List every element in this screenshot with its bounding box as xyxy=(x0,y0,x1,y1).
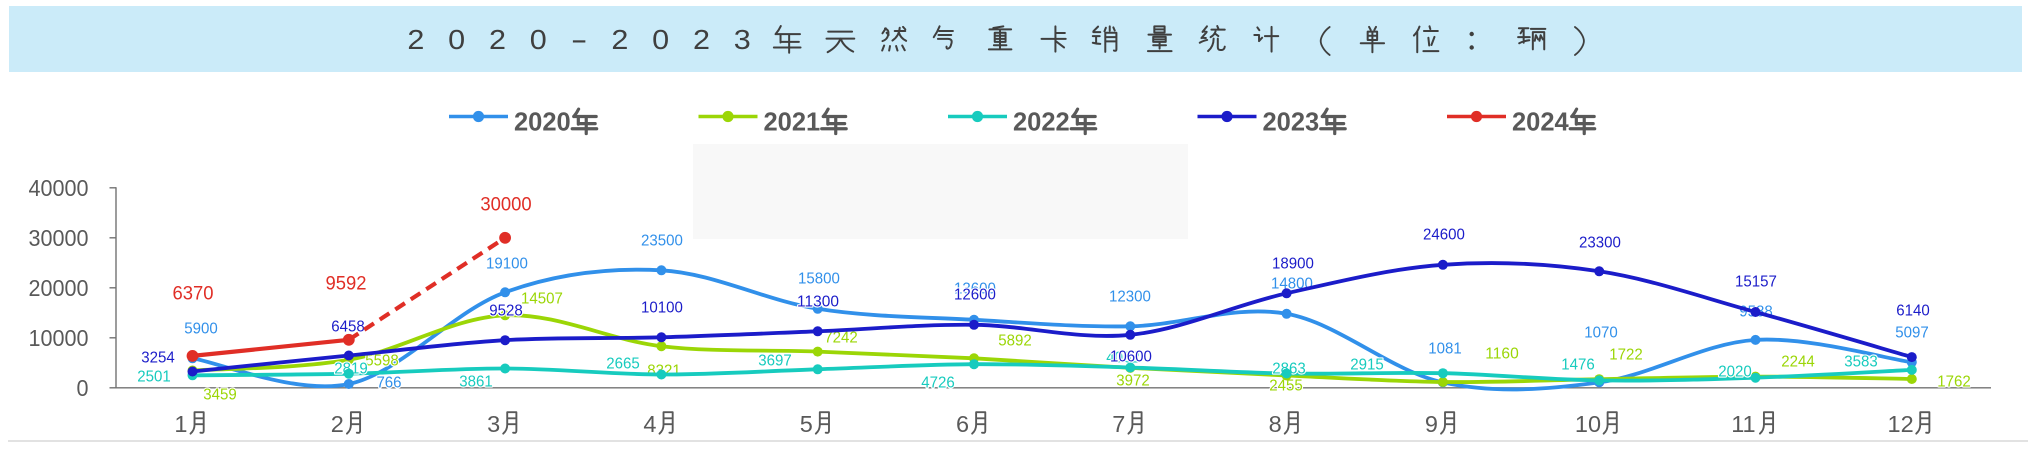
svg-text:12600: 12600 xyxy=(954,286,996,303)
svg-text:6458: 6458 xyxy=(331,318,365,335)
svg-text:4062: 4062 xyxy=(1106,349,1140,366)
svg-text:0: 0 xyxy=(448,24,465,55)
svg-text:5598: 5598 xyxy=(365,352,399,369)
svg-text:11300: 11300 xyxy=(797,293,839,310)
svg-text:4: 4 xyxy=(643,411,656,437)
svg-text:10600: 10600 xyxy=(1110,348,1152,365)
svg-text:5: 5 xyxy=(800,411,813,437)
svg-text:1160: 1160 xyxy=(1485,345,1519,362)
svg-text:10100: 10100 xyxy=(641,299,683,316)
svg-text:1: 1 xyxy=(174,411,187,437)
svg-text:2819: 2819 xyxy=(334,360,368,377)
svg-text:2020: 2020 xyxy=(514,109,571,137)
svg-text:5097: 5097 xyxy=(1895,324,1929,341)
svg-text:2863: 2863 xyxy=(1272,360,1306,377)
svg-text:6370: 6370 xyxy=(173,284,214,305)
svg-text:8: 8 xyxy=(1269,411,1282,437)
svg-text:3972: 3972 xyxy=(1116,372,1150,389)
svg-text:10000: 10000 xyxy=(29,325,89,351)
svg-text:2665: 2665 xyxy=(606,355,640,372)
svg-text:3861: 3861 xyxy=(459,373,493,390)
svg-text:0: 0 xyxy=(77,375,89,401)
svg-text:2024: 2024 xyxy=(1512,109,1570,137)
svg-text:2455: 2455 xyxy=(1269,377,1303,394)
svg-text:3459: 3459 xyxy=(203,386,237,403)
svg-text:3: 3 xyxy=(487,411,500,437)
svg-text:18900: 18900 xyxy=(1272,255,1314,272)
svg-text:15157: 15157 xyxy=(1735,273,1777,290)
svg-text:7: 7 xyxy=(1112,411,1125,437)
svg-text:2915: 2915 xyxy=(1350,356,1384,373)
svg-text:2021: 2021 xyxy=(764,109,821,137)
svg-text:3: 3 xyxy=(734,24,751,55)
svg-text:1762: 1762 xyxy=(1937,373,1971,390)
svg-text:2022: 2022 xyxy=(1013,109,1070,137)
svg-text:766: 766 xyxy=(376,374,401,391)
svg-text:2023: 2023 xyxy=(1263,109,1320,137)
svg-text:2501: 2501 xyxy=(137,368,171,385)
svg-text:6: 6 xyxy=(956,411,969,437)
svg-text:19100: 19100 xyxy=(486,255,528,272)
svg-text:2: 2 xyxy=(693,24,710,55)
svg-text:2020: 2020 xyxy=(1718,363,1752,380)
svg-text:0: 0 xyxy=(530,24,547,55)
svg-text:1722: 1722 xyxy=(1609,346,1643,363)
svg-text:12300: 12300 xyxy=(1109,288,1151,305)
svg-text:-: - xyxy=(571,24,588,55)
svg-text:1081: 1081 xyxy=(1428,340,1462,357)
svg-text:23500: 23500 xyxy=(641,232,683,249)
svg-text:2: 2 xyxy=(407,24,424,55)
svg-text:3583: 3583 xyxy=(1844,353,1878,370)
svg-text:6140: 6140 xyxy=(1896,302,1930,319)
svg-text:23300: 23300 xyxy=(1579,234,1621,251)
svg-text:13600: 13600 xyxy=(954,280,996,297)
svg-text:15800: 15800 xyxy=(798,270,840,287)
svg-text:5892: 5892 xyxy=(998,332,1032,349)
svg-text:5900: 5900 xyxy=(184,320,218,337)
svg-text:14507: 14507 xyxy=(521,290,563,307)
svg-text:9592: 9592 xyxy=(326,274,367,295)
svg-text:9528: 9528 xyxy=(489,302,523,319)
svg-text:3697: 3697 xyxy=(758,352,792,369)
svg-text:2: 2 xyxy=(611,24,628,55)
svg-text:10: 10 xyxy=(1575,411,1601,437)
svg-text:24600: 24600 xyxy=(1423,226,1465,243)
svg-text:20000: 20000 xyxy=(29,275,89,301)
svg-text:4726: 4726 xyxy=(921,374,955,391)
svg-text:1476: 1476 xyxy=(1561,356,1595,373)
svg-text:9: 9 xyxy=(1425,411,1438,437)
svg-text:0: 0 xyxy=(652,24,669,55)
svg-text:30000: 30000 xyxy=(480,195,531,216)
svg-text:7242: 7242 xyxy=(824,329,858,346)
svg-text:1070: 1070 xyxy=(1584,324,1618,341)
svg-text:30000: 30000 xyxy=(29,225,89,251)
svg-text:2244: 2244 xyxy=(1781,353,1815,370)
svg-text:12: 12 xyxy=(1888,411,1914,437)
svg-text:2: 2 xyxy=(489,24,506,55)
svg-text:2: 2 xyxy=(331,411,344,437)
svg-text:3254: 3254 xyxy=(141,349,175,366)
svg-text:11: 11 xyxy=(1731,411,1755,437)
svg-text:40000: 40000 xyxy=(29,175,89,201)
